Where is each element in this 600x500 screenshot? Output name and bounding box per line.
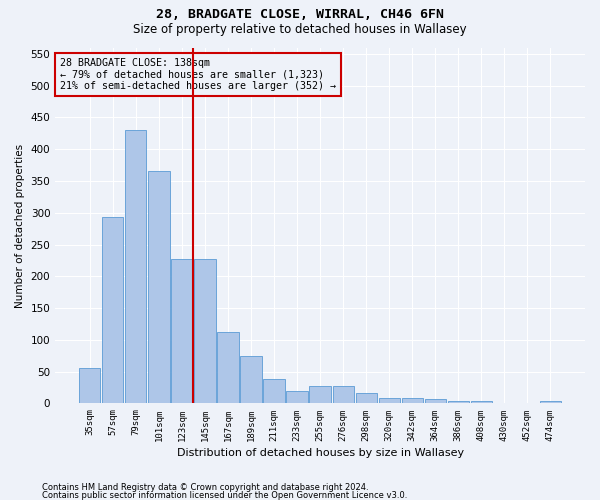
Bar [286,390,308,404]
Bar [356,392,377,404]
Bar [241,356,262,404]
Bar [470,401,492,404]
Bar [448,401,469,404]
Bar [79,368,100,404]
Bar [310,386,331,404]
Text: 28 BRADGATE CLOSE: 138sqm
← 79% of detached houses are smaller (1,323)
21% of se: 28 BRADGATE CLOSE: 138sqm ← 79% of detac… [61,58,337,92]
Bar [194,258,215,404]
Bar [494,403,515,404]
Text: Contains public sector information licensed under the Open Government Licence v3: Contains public sector information licen… [42,490,407,500]
Bar [125,130,146,404]
Bar [540,401,561,404]
Bar [332,386,353,404]
Y-axis label: Number of detached properties: Number of detached properties [15,144,25,308]
Bar [263,380,284,404]
Bar [102,217,124,404]
Bar [148,172,170,404]
Bar [425,399,446,404]
Bar [379,398,400,404]
Bar [217,332,239,404]
Text: Size of property relative to detached houses in Wallasey: Size of property relative to detached ho… [133,22,467,36]
X-axis label: Distribution of detached houses by size in Wallasey: Distribution of detached houses by size … [176,448,464,458]
Bar [401,398,423,404]
Text: 28, BRADGATE CLOSE, WIRRAL, CH46 6FN: 28, BRADGATE CLOSE, WIRRAL, CH46 6FN [156,8,444,20]
Bar [172,259,193,404]
Text: Contains HM Land Registry data © Crown copyright and database right 2024.: Contains HM Land Registry data © Crown c… [42,484,368,492]
